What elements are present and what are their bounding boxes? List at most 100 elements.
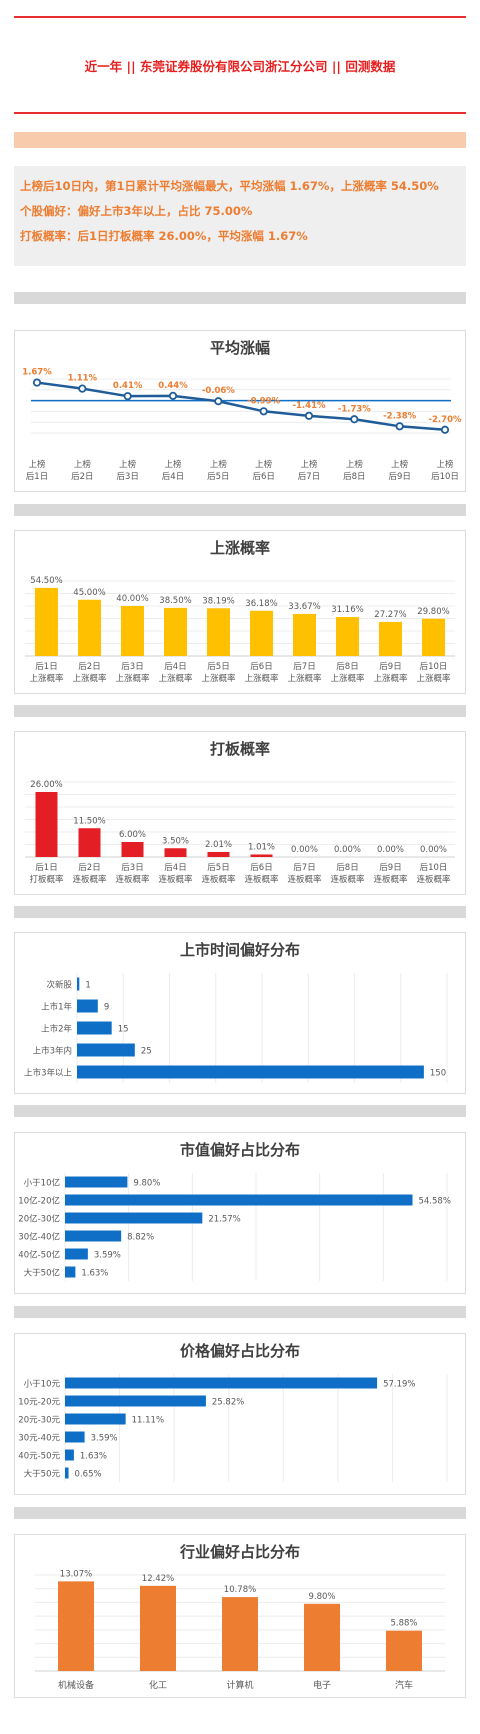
x-tick-label: 上涨概率 (29, 673, 64, 684)
x-tick-label: 后8日 (336, 862, 358, 873)
bar (207, 851, 230, 857)
y-tick-label: 上市1年 (41, 1002, 72, 1013)
data-label: 36.18% (245, 599, 277, 609)
bar (65, 1266, 76, 1278)
x-tick-label: 后8日 (336, 661, 358, 672)
bar (65, 1395, 206, 1407)
data-label: 26.00% (30, 780, 62, 790)
data-label: 25.82% (212, 1398, 244, 1408)
chart-title: 行业偏好占比分布 (179, 1543, 300, 1561)
x-tick-label: 连板概率 (244, 874, 279, 885)
bar (65, 1449, 74, 1461)
data-label: 0.00% (334, 845, 361, 855)
data-label: 40.00% (116, 594, 148, 604)
header-top-rule (14, 16, 466, 18)
x-tick-label: 上涨概率 (416, 673, 451, 684)
bar (65, 1377, 378, 1389)
x-tick-label: 上榜 (391, 459, 409, 470)
mcap-pref-chart-card: 市值偏好占比分布 9.80% 小于10亿 54.58% 10亿-20亿 21.57% 20亿… (14, 1132, 466, 1294)
bar (78, 828, 101, 857)
bar (65, 1194, 413, 1206)
data-label: -2.70% (428, 415, 461, 425)
listing-pref-chart-card: 上市时间偏好分布 1 次新股 9 上市1年 15 上市2年 25 上市3年内 150 上市3年以上 (14, 932, 466, 1094)
data-label: 38.19% (202, 596, 234, 606)
data-label: -0.06% (202, 386, 235, 396)
x-tick-label: 后4日 (164, 862, 186, 873)
x-tick-label: 后5日 (207, 471, 229, 482)
section-separator (14, 1507, 466, 1519)
page-title: 近一年 || 东莞证券股份有限公司浙江分公司 || 回测数据 (84, 59, 396, 74)
x-tick-label: 后5日 (207, 661, 229, 672)
data-label: 13.07% (60, 1569, 92, 1579)
bar (77, 999, 98, 1013)
header-bottom-rule (14, 112, 466, 114)
limit-prob-chart-card: 打板概率 26.00% 11.50% 6.00% 3.50% 2.01% 1.01% 0.00… (14, 731, 466, 895)
data-label: 1.11% (68, 374, 98, 384)
chart-title: 平均涨幅 (210, 339, 270, 357)
x-tick-label: 后2日 (78, 862, 100, 873)
data-label: 12.42% (142, 1574, 174, 1584)
x-tick-label: 上涨概率 (115, 673, 150, 684)
data-label: 57.19% (383, 1380, 415, 1390)
x-tick-label: 后1日 (35, 862, 57, 873)
market-cap-preference-chart: 市值偏好占比分布 9.80% 小于10亿 54.58% 10亿-20亿 21.57% 20亿… (18, 1141, 451, 1281)
series-line (36, 381, 446, 432)
x-tick-label: 上涨概率 (373, 673, 408, 684)
y-tick-label: 30亿-40亿 (18, 1232, 60, 1243)
x-tick-label: 后3日 (116, 471, 138, 482)
data-point (168, 391, 178, 400)
data-label: 9 (104, 1003, 109, 1013)
y-tick-label: 30元-40元 (18, 1434, 60, 1444)
x-tick-label: 汽车 (395, 1679, 413, 1691)
avg-gain-chart: 平均涨幅 1.67% 1.11% 0.41% 0.44% -0.06% -0.99% -1.4… (22, 339, 462, 482)
data-label: 1.01% (248, 842, 275, 852)
data-label: 5.88% (390, 1619, 417, 1629)
data-label: 11.50% (73, 816, 105, 826)
x-tick-label: 后3日 (121, 661, 143, 672)
x-tick-label: 连板概率 (115, 874, 150, 885)
summary-line-1: 上榜后10日内，第1日累计平均涨幅最大，平均涨幅 1.67%，上涨概率 54.5… (20, 179, 439, 193)
x-tick-label: 上涨概率 (244, 673, 279, 684)
y-tick-label: 大于50元 (24, 1469, 61, 1480)
data-label: 150 (430, 1069, 446, 1079)
x-tick-label: 后5日 (207, 862, 229, 873)
data-label: 54.58% (418, 1197, 450, 1207)
data-point (123, 392, 132, 401)
highlight-band (14, 132, 466, 148)
y-tick-label: 小于10元 (24, 1379, 61, 1390)
rise-prob-chart-card: 上涨概率 54.50% 45.00% 40.00% 38.50% 38.19% 36.18%… (14, 530, 466, 694)
summary-line-3: 打板概率：后1日打板概率 26.00%，平均涨幅 1.67% (20, 229, 308, 243)
data-label: 1.63% (80, 1452, 107, 1462)
x-tick-label: 连板概率 (72, 874, 107, 885)
bar (293, 613, 316, 656)
bar (65, 1212, 203, 1224)
y-tick-label: 20亿-30亿 (18, 1214, 60, 1225)
section-separator (14, 906, 466, 918)
x-tick-label: 后7日 (293, 862, 315, 873)
x-tick-label: 化工 (149, 1679, 167, 1691)
x-tick-label: 后7日 (298, 471, 320, 482)
y-tick-label: 40亿-50亿 (18, 1250, 60, 1261)
bar (336, 617, 359, 656)
data-label: -2.38% (383, 411, 416, 421)
bar (78, 599, 101, 656)
data-label: 21.57% (208, 1215, 240, 1225)
x-tick-label: 后6日 (250, 661, 272, 672)
bar (164, 848, 187, 857)
bar (304, 1603, 340, 1671)
x-tick-label: 上榜 (74, 459, 92, 470)
data-label: 33.67% (288, 602, 320, 612)
chart-title: 价格偏好占比分布 (180, 1342, 300, 1360)
data-point (32, 378, 42, 387)
data-label: 31.16% (331, 605, 363, 615)
avg-gain-chart-card: 平均涨幅 1.67% 1.11% 0.41% 0.44% -0.06% -0.99% -1.4… (14, 330, 466, 492)
y-tick-label: 大于50亿 (24, 1268, 60, 1279)
x-tick-label: 上榜 (300, 459, 318, 470)
data-point (259, 407, 268, 416)
data-label: 3.59% (94, 1251, 121, 1261)
x-tick-label: 后2日 (78, 661, 100, 672)
data-label: -1.41% (292, 401, 325, 411)
x-tick-label: 后1日 (35, 661, 57, 672)
bar (250, 610, 273, 656)
y-tick-label: 20元-30元 (18, 1416, 60, 1426)
